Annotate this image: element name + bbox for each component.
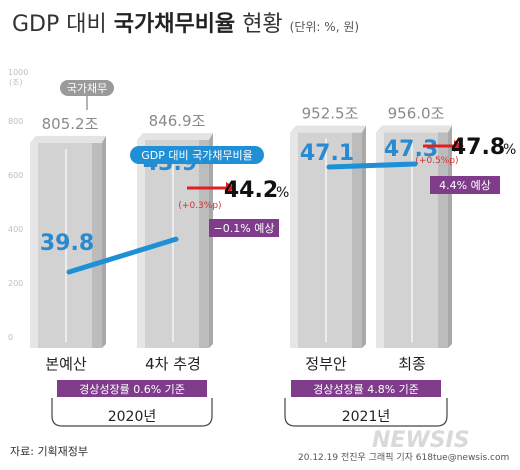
title-bold: 국가채무비율 (113, 12, 236, 37)
forecast-change: (+0.5%p) (415, 156, 458, 166)
ratio-line-2021 (326, 161, 418, 170)
y-tick-label: 400 (8, 225, 23, 234)
debt-value-label: 956.0조 (388, 104, 445, 122)
ratio-line-2020 (66, 236, 179, 275)
debt-legend-text: 국가채무 (67, 82, 107, 95)
forecast-value: 47.8 (451, 135, 505, 160)
forecast-note-box (209, 219, 279, 237)
source-label: 자료: 기획재정부 (10, 445, 88, 458)
debt-bar-top (137, 133, 213, 141)
growth-note-box (291, 380, 441, 397)
forecast-note: −0.1% 예상 (214, 222, 275, 235)
category-label: 본예산 (45, 355, 87, 373)
forecast-note: 4.4% 예상 (439, 179, 491, 192)
debt-bar-top (30, 135, 106, 143)
y-tick-unit: (조) (9, 78, 23, 87)
debt-bar-side (102, 135, 106, 348)
debt-value-label: 846.9조 (149, 112, 206, 130)
debt-bar-side (209, 133, 213, 348)
debt-bar-groove (411, 138, 413, 342)
debt-bar-highlight (30, 142, 38, 348)
year-label: 2021년 (342, 409, 391, 425)
page-title: GDP 대비 국가채무비율 현황 (단위: %, 원) (12, 6, 359, 38)
debt-bar-top (290, 125, 366, 133)
forecast-pct-sign: % (276, 185, 289, 201)
ratio-legend-tag (130, 146, 264, 164)
forecast-pct-sign: % (503, 142, 516, 158)
y-tick-label: 800 (8, 117, 23, 126)
debt-bar-top (376, 125, 452, 133)
debt-bar-highlight (376, 132, 384, 348)
category-label: 정부안 (305, 355, 347, 373)
debt-value-label: 805.2조 (42, 115, 99, 133)
y-tick-label: 600 (8, 171, 23, 180)
debt-bar-highlight (137, 140, 145, 348)
category-label: 4차 추경 (145, 355, 201, 373)
title-prefix: GDP 대비 (12, 12, 107, 37)
debt-bar-shade (438, 132, 448, 348)
growth-note: 경상성장률 0.6% 기준 (79, 383, 185, 396)
title-suffix: 현황 (242, 12, 283, 37)
year-bracket (51, 398, 213, 427)
debt-value-label: 952.5조 (302, 105, 359, 123)
y-tick-label: 0 (8, 333, 13, 342)
growth-note-box (57, 380, 207, 397)
watermark-logo: NEWSIS (372, 428, 470, 453)
forecast-arrowhead (226, 182, 236, 194)
forecast-note-box (430, 176, 500, 194)
debt-bar-shade (92, 142, 102, 348)
ratio-legend-text: GDP 대비 국가채무비율 (141, 149, 253, 162)
year-bracket (284, 398, 448, 427)
unit-label: (단위: %, 원) (289, 20, 360, 34)
debt-bar-highlight (290, 132, 298, 348)
debt-bar-shade (199, 140, 209, 348)
debt-bar-groove (325, 138, 327, 342)
debt-legend-tag (60, 80, 114, 96)
y-tick-label: 1000 (8, 68, 28, 77)
credit-label: 20.12.19 전진우 그래픽 기자 618tue@newsis.com (298, 452, 509, 463)
forecast-value: 44.2 (224, 178, 278, 203)
ratio-value-label: 47.3 (384, 137, 438, 162)
ratio-value-label: 39.8 (40, 231, 94, 256)
growth-note: 경상성장률 4.8% 기준 (313, 383, 419, 396)
forecast-change: (+0.3%p) (178, 201, 221, 211)
forecast-arrowhead (454, 140, 464, 152)
category-label: 최종 (398, 355, 426, 373)
debt-bar-groove (65, 148, 67, 342)
debt-bar-groove (172, 146, 174, 342)
y-tick-label: 200 (8, 279, 23, 288)
year-label: 2020년 (108, 409, 157, 425)
ratio-value-label: 47.1 (300, 141, 354, 166)
debt-bar-side (362, 125, 366, 349)
debt-bar-shade (352, 132, 362, 348)
